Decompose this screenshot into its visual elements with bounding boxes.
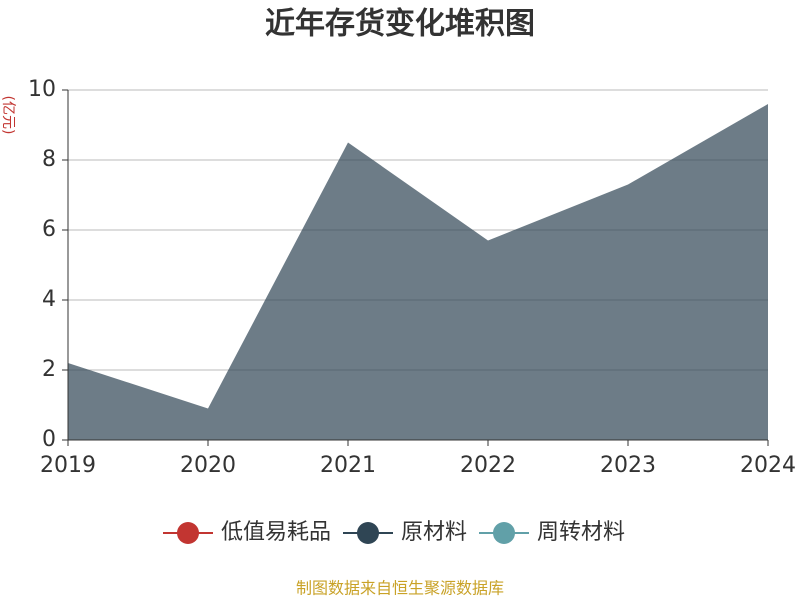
legend-marker xyxy=(493,522,515,544)
x-tick-label: 2023 xyxy=(600,453,656,478)
x-tick-label: 2022 xyxy=(460,453,516,478)
footer: 制图数据来自恒生聚源数据库 xyxy=(296,579,504,598)
legend-label: 原材料 xyxy=(401,520,467,545)
x-tick-label: 2019 xyxy=(40,453,96,478)
y-axis-label: (亿元) xyxy=(0,96,16,135)
y-tick-label: 2 xyxy=(42,357,56,382)
x-tick-label: 2024 xyxy=(740,453,796,478)
area xyxy=(68,104,768,440)
chart-title: 近年存货变化堆积图 xyxy=(265,7,535,42)
y-tick-label: 4 xyxy=(42,287,56,312)
y-tick-label: 8 xyxy=(42,147,56,172)
y-tick-label: 6 xyxy=(42,217,56,242)
legend-marker xyxy=(177,522,199,544)
legend-marker xyxy=(357,522,379,544)
legend-label: 低值易耗品 xyxy=(221,520,331,545)
legend-label: 周转材料 xyxy=(537,520,625,545)
y-tick-label: 0 xyxy=(42,427,56,452)
y-tick-label: 10 xyxy=(28,77,56,102)
x-tick-label: 2020 xyxy=(180,453,236,478)
x-tick-label: 2021 xyxy=(320,453,376,478)
